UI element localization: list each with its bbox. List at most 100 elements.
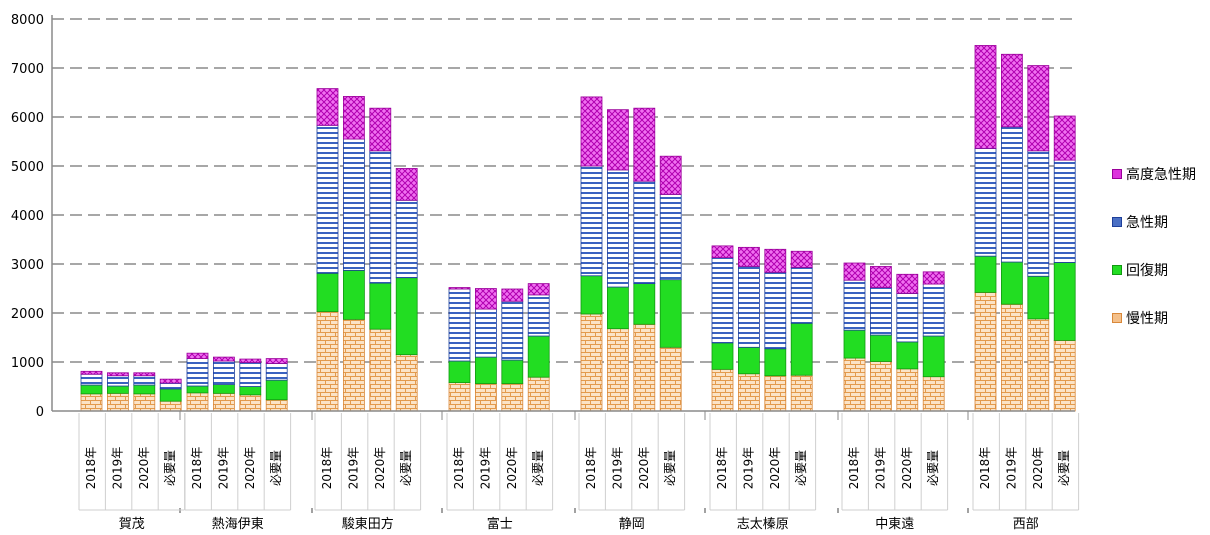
bar-segment <box>922 283 945 337</box>
y-tick-label: 1000 <box>11 356 44 371</box>
bar-segment <box>1001 261 1023 305</box>
bar-segment <box>501 288 524 302</box>
bar-segment <box>764 375 787 412</box>
bar-segment <box>342 318 365 412</box>
bar-segment <box>527 335 550 378</box>
bar-segment <box>896 273 919 294</box>
category-label: 必要量 <box>1057 450 1071 486</box>
category-label: 2020年 <box>1031 447 1045 490</box>
bar-segment <box>133 375 156 386</box>
y-tick-label: 4000 <box>11 209 44 224</box>
bar-segment <box>448 287 471 290</box>
category-label: 2018年 <box>452 447 466 490</box>
group-label: 静岡 <box>619 517 645 532</box>
bar-segment <box>711 257 734 344</box>
bar-segment <box>607 286 629 330</box>
bar-segment <box>80 373 103 386</box>
bar-segment <box>265 358 288 364</box>
bar-segment <box>764 348 787 377</box>
bar-segment <box>790 250 813 268</box>
bar-segment <box>711 368 734 412</box>
bar-segment <box>107 392 129 412</box>
bar-segment <box>738 373 760 412</box>
bar-segment <box>369 328 392 412</box>
bar-segment <box>896 341 919 370</box>
bar-segment <box>80 384 103 395</box>
bar-segment <box>527 283 550 296</box>
group-label: 志太榛原 <box>737 517 789 532</box>
bar-segment <box>212 384 235 394</box>
bar-segment <box>607 169 629 288</box>
legend-label: 慢性期 <box>1126 311 1168 327</box>
bar-segment <box>738 346 760 375</box>
group-label: 熱海伊東 <box>212 516 264 532</box>
bar-segment <box>501 300 524 361</box>
bar-segment <box>395 168 418 201</box>
y-tick-label: 3000 <box>11 258 44 273</box>
bar-segment <box>870 287 892 336</box>
bar-segment <box>527 294 550 337</box>
bar-segment <box>659 346 682 412</box>
bar-segment <box>186 358 209 387</box>
bar-segment <box>843 262 866 281</box>
bar-segment <box>790 322 813 376</box>
bar-segment <box>369 150 392 284</box>
bar-segment <box>1053 115 1076 161</box>
bar-segment <box>212 356 235 362</box>
category-label: 2019年 <box>610 447 624 490</box>
bar-segment <box>474 383 497 412</box>
category-label: 2019年 <box>1004 447 1018 490</box>
bar-segment <box>474 356 497 384</box>
bar-segment <box>369 282 392 330</box>
bar-segment <box>974 45 997 149</box>
category-label: 2020年 <box>137 447 151 490</box>
category-label: 2018年 <box>320 447 334 490</box>
category-label: 2020年 <box>637 447 651 490</box>
bar-segment <box>738 266 760 348</box>
legend-item: 回復期 <box>1112 258 1196 282</box>
category-label: 必要量 <box>399 450 413 486</box>
bar-segment <box>659 155 682 195</box>
category-label: 2020年 <box>505 447 519 490</box>
bar-segment <box>501 359 524 384</box>
y-tick-label: 2000 <box>11 307 44 322</box>
bar-segment <box>764 248 787 273</box>
category-label: 2020年 <box>768 447 782 490</box>
bar-segment <box>501 383 524 412</box>
bar-segment <box>159 382 182 390</box>
bar-segment <box>1027 150 1050 277</box>
bar-segment <box>186 352 209 359</box>
bar-segment <box>527 376 550 412</box>
legend-item: 急性期 <box>1112 210 1196 234</box>
category-label: 2018年 <box>715 447 729 490</box>
legend-item: 高度急性期 <box>1112 162 1196 186</box>
bar-segment <box>896 292 919 343</box>
bar-segment <box>1053 159 1076 263</box>
bar-segment <box>633 107 656 182</box>
legend: 高度急性期急性期回復期慢性期 <box>1112 162 1196 354</box>
category-label: 必要量 <box>794 450 808 486</box>
legend-label: 高度急性期 <box>1126 167 1196 183</box>
legend-swatch <box>1112 169 1122 179</box>
legend-label: 急性期 <box>1126 215 1168 231</box>
bar-segment <box>738 246 760 267</box>
group-label: 賀茂 <box>119 517 145 532</box>
bar-segment <box>107 372 129 377</box>
category-label: 2018年 <box>190 447 204 490</box>
bar-segment <box>342 96 365 140</box>
category-label: 2019年 <box>216 447 230 490</box>
bar-segment <box>316 88 339 126</box>
bar-segment <box>711 342 734 370</box>
bar-segment <box>1053 262 1076 341</box>
category-label: 2018年 <box>584 447 598 490</box>
y-tick-label: 5000 <box>11 160 44 175</box>
bar-segment <box>239 362 262 387</box>
bar-segment <box>711 245 734 259</box>
bar-segment <box>607 328 629 412</box>
bar-segment <box>239 358 262 363</box>
bar-segment <box>870 334 892 362</box>
bar-segment <box>1053 340 1076 412</box>
y-tick-label: 0 <box>36 405 44 420</box>
bar-segment <box>580 275 603 315</box>
